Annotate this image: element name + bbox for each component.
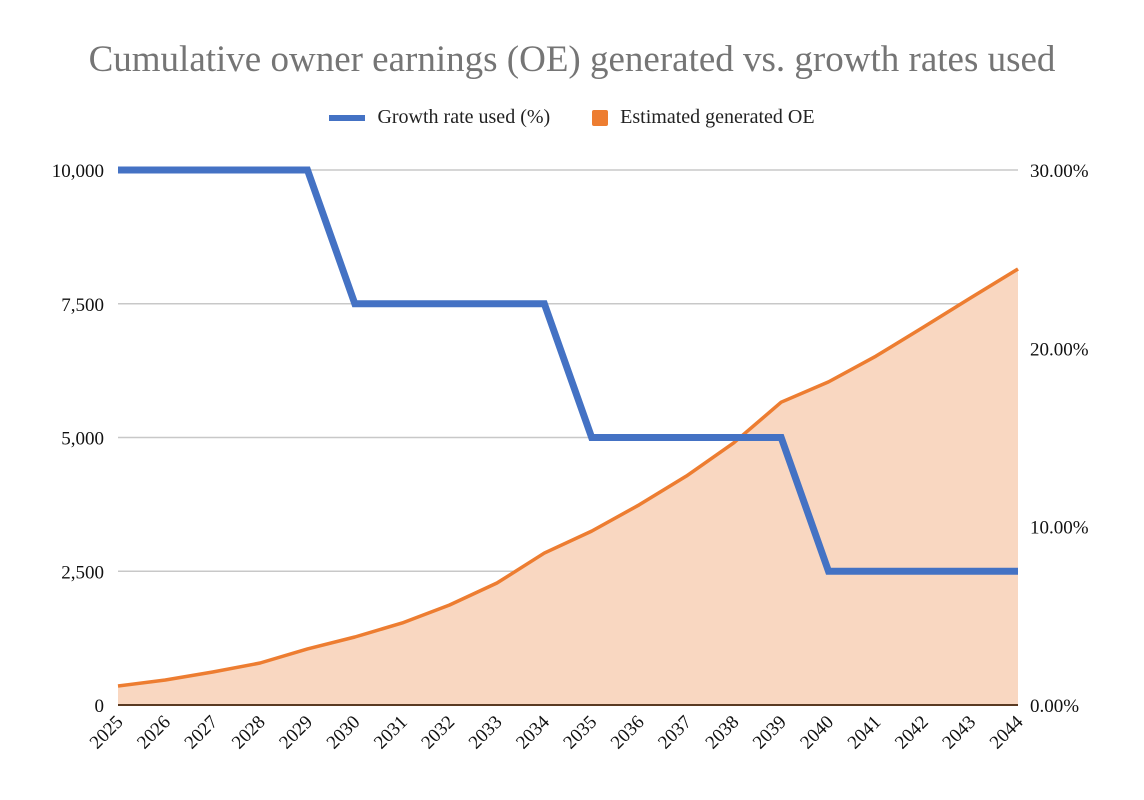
x-axis-tick-label: 2028: [228, 712, 270, 754]
x-axis-tick-label: 2030: [323, 712, 365, 754]
x-axis-tick-label: 2038: [702, 712, 744, 754]
x-axis-tick-label: 2041: [844, 712, 886, 754]
x-axis-tick-label: 2035: [560, 712, 602, 754]
legend-item-growth-rate[interactable]: Growth rate used (%): [329, 106, 550, 129]
legend: Growth rate used (%) Estimated generated…: [0, 106, 1144, 129]
x-axis-tick-label: 2039: [749, 712, 791, 754]
x-axis-tick-label: 2044: [986, 711, 1028, 753]
legend-label: Growth rate used (%): [377, 106, 551, 128]
right-axis-tick-label: 10.00%: [1030, 518, 1089, 539]
oe-area: [118, 268, 1018, 705]
x-axis-tick-label: 2029: [275, 712, 317, 754]
x-axis-tick-label: 2025: [86, 712, 128, 754]
x-axis-tick-label: 2040: [796, 712, 838, 754]
growth-rate-line: [118, 166, 1018, 575]
left-axis-tick-label: 7,500: [61, 295, 104, 316]
legend-item-oe[interactable]: Estimated generated OE: [592, 106, 815, 129]
x-axis-tick-label: 2036: [607, 712, 649, 754]
right-axis-tick-label: 30.00%: [1030, 161, 1089, 182]
x-axis-tick-label: 2034: [512, 711, 554, 753]
x-axis-tick-label: 2037: [654, 712, 696, 754]
left-axis-tick-label: 5,000: [61, 429, 104, 450]
x-axis-tick-label: 2042: [891, 712, 933, 754]
legend-label: Estimated generated OE: [620, 106, 815, 128]
x-axis-tick-label: 2027: [181, 712, 223, 754]
chart-title: Cumulative owner earnings (OE) generated…: [88, 39, 1056, 80]
legend-swatch-line: [329, 114, 366, 121]
legend-swatch-box: [592, 109, 609, 126]
left-axis-tick-label: 10,000: [52, 161, 104, 182]
right-axis-tick-label: 0.00%: [1030, 696, 1079, 717]
x-axis-tick-label: 2043: [938, 712, 980, 754]
x-axis-tick-label: 2031: [370, 712, 412, 754]
oe-line: [117, 267, 1019, 688]
left-axis-tick-label: 2,500: [61, 562, 104, 583]
right-axis-tick-label: 20.00%: [1030, 339, 1089, 360]
x-axis-tick-label: 2032: [417, 712, 459, 754]
x-axis-tick-label: 2033: [465, 712, 507, 754]
left-axis-tick-label: 0: [95, 696, 105, 717]
x-axis-tick-label: 2026: [133, 712, 175, 754]
